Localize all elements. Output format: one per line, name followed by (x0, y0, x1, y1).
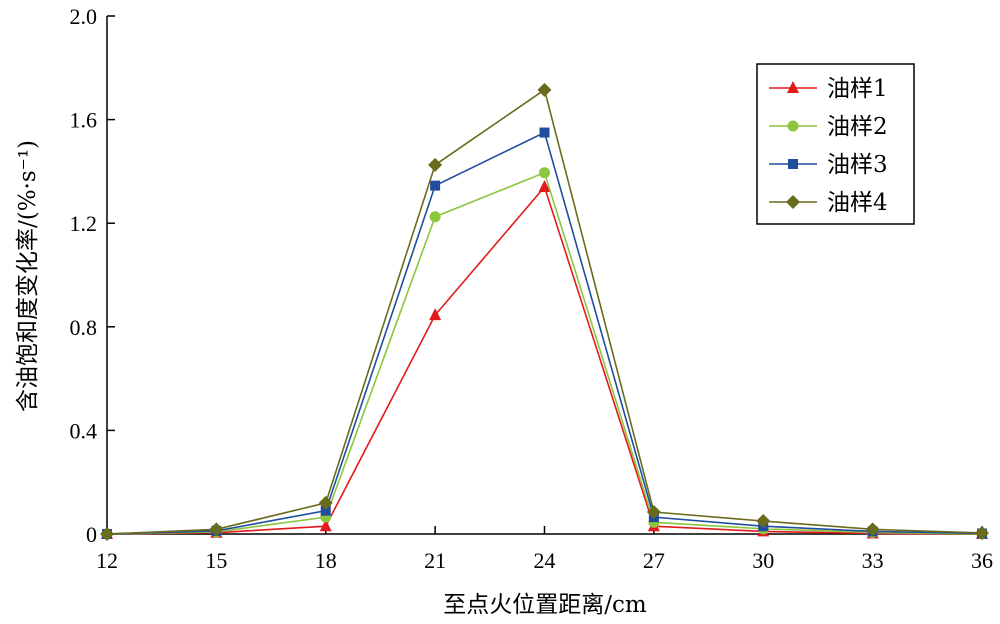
legend-label: 油样3 (827, 152, 888, 178)
data-point (428, 157, 443, 172)
series (100, 82, 989, 541)
legend-item: 油样4 (769, 190, 888, 216)
x-tick-label: 15 (205, 548, 227, 573)
data-point (319, 519, 332, 532)
x-tick-label: 30 (752, 548, 774, 573)
data-point (646, 504, 661, 519)
y-axis-title: 含油饱和度变化率/(%·s⁻¹) (15, 140, 41, 412)
data-point (537, 82, 552, 97)
x-axis-title: 至点火位置距离/cm (443, 592, 647, 618)
legend-marker (787, 120, 799, 132)
data-point (320, 505, 331, 516)
y-tick-label: 2.0 (70, 4, 98, 29)
y-tick-label: 0 (86, 522, 97, 547)
series-layer (100, 82, 989, 541)
legend-marker (786, 195, 800, 209)
legend-label: 油样4 (827, 190, 888, 216)
legend-item: 油样2 (769, 114, 888, 140)
data-point (539, 127, 550, 138)
series (101, 179, 988, 539)
series-line (106, 171, 983, 535)
data-point (756, 514, 771, 529)
data-point (975, 525, 989, 540)
data-point (429, 308, 442, 321)
legend-item: 油样3 (769, 152, 888, 178)
y-tick-label: 1.6 (70, 108, 98, 133)
legend-marker (788, 159, 798, 169)
x-tick-label: 24 (534, 548, 556, 573)
data-point (429, 211, 441, 223)
legend-box (756, 63, 915, 225)
data-point (209, 522, 224, 537)
data-point (318, 495, 333, 510)
data-point (539, 167, 550, 179)
legend-label: 油样2 (827, 114, 888, 140)
x-tick-label: 12 (96, 548, 118, 573)
y-tick-label: 1.2 (70, 211, 98, 236)
axes: 0 0.4 0.8 1.2 1.6 2.0 12 15 18 21 24 27 30 33 36 (70, 4, 994, 573)
legend: 油样1 油样2 油样3 油样4 (756, 63, 915, 225)
x-tick-label: 21 (424, 548, 446, 573)
x-tick-label: 18 (315, 548, 337, 573)
data-point (100, 527, 114, 541)
series-line (106, 185, 983, 535)
legend-label: 油样1 (827, 76, 888, 102)
data-point (538, 179, 551, 192)
data-point (865, 522, 880, 537)
x-tick-label: 33 (862, 548, 884, 573)
y-tick-label: 0.8 (70, 315, 98, 340)
legend-item: 油样1 (769, 76, 888, 102)
x-tick-label: 27 (643, 548, 665, 573)
x-tick-label: 36 (971, 548, 993, 573)
legend-marker (787, 81, 799, 93)
y-tick-label: 0.4 (70, 418, 98, 443)
data-point (430, 180, 441, 191)
